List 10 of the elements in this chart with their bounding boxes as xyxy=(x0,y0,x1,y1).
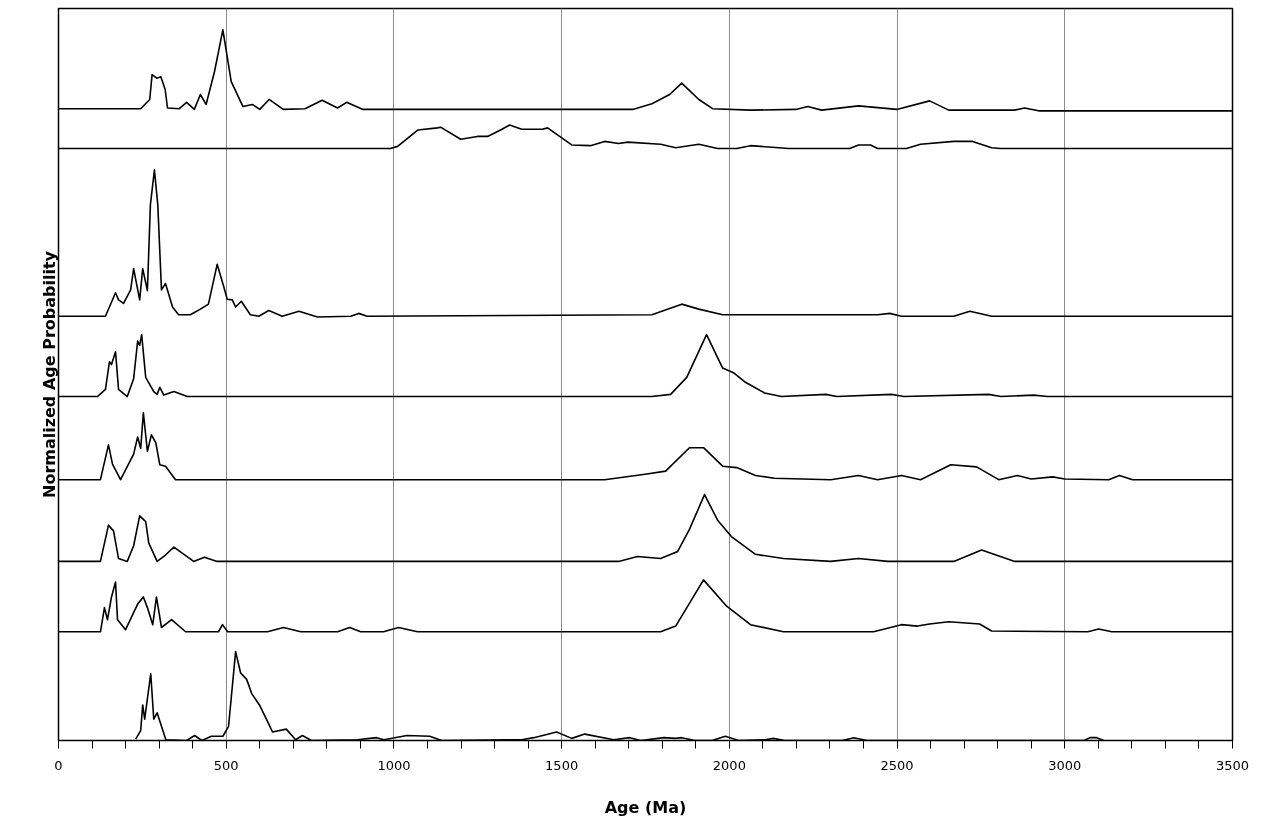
x-tick-label: 500 xyxy=(213,757,239,773)
x-tick-label: 3500 xyxy=(1215,757,1250,773)
x-tick-label: 3000 xyxy=(1048,757,1082,773)
x-axis-title: Age (Ma) xyxy=(604,797,687,817)
x-tick-label: 2500 xyxy=(880,757,914,773)
y-axis-title: Normalized Age Probability xyxy=(39,250,59,498)
x-tick-label: 0 xyxy=(54,757,63,773)
x-tick-label: 1500 xyxy=(545,757,579,773)
x-tick-label: 1000 xyxy=(377,757,411,773)
x-tick-label: 2000 xyxy=(712,757,746,773)
